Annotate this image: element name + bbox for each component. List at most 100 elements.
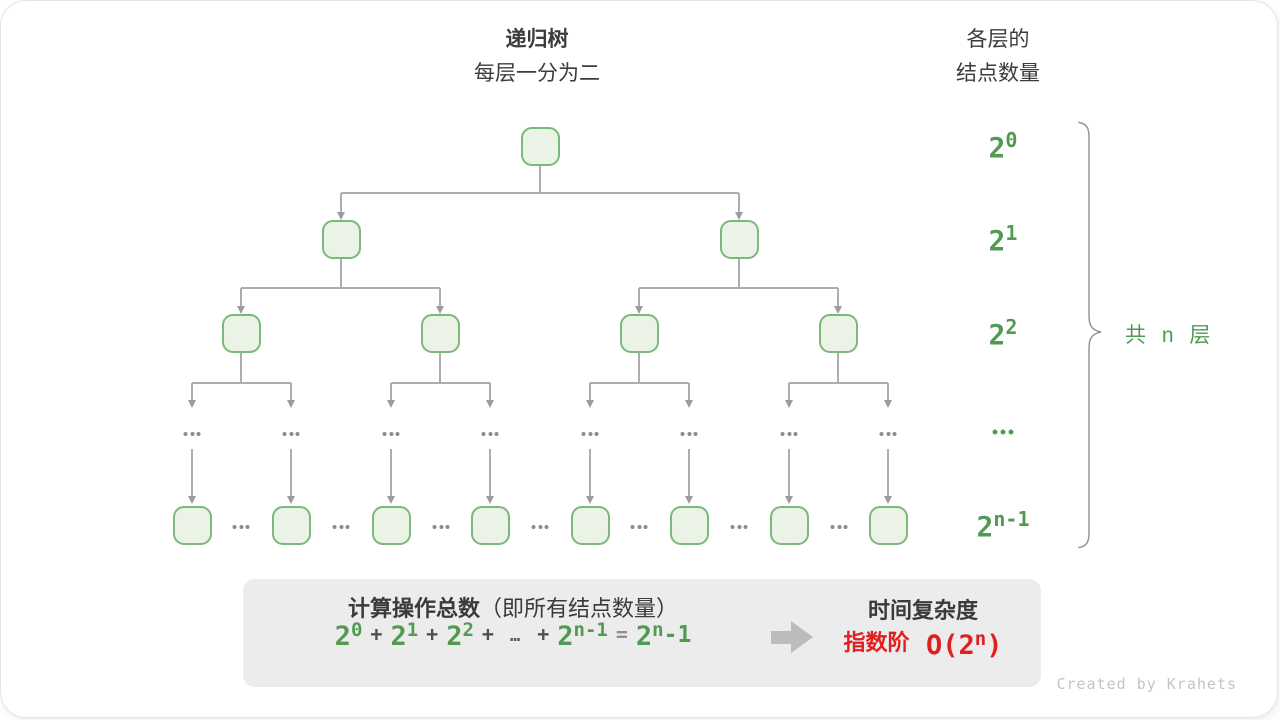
arrow-head [386, 496, 395, 504]
arrow-head [187, 496, 196, 504]
connector-line [589, 383, 591, 401]
ellipsis-dots [992, 429, 1014, 435]
arrow-head [734, 212, 743, 220]
formula-operator: + [370, 622, 383, 646]
tree-node [470, 506, 510, 545]
tree-node [172, 506, 212, 545]
connector-line [788, 383, 790, 401]
formula-term: 2n-1 [557, 619, 608, 652]
connector-line [290, 383, 292, 401]
big-o-notation: O(2n) [925, 628, 1003, 661]
level-count-header-line1: 各层的 [966, 28, 1030, 51]
formula-operator: + [426, 622, 439, 646]
tree-node [371, 506, 411, 545]
complexity-class-label: 指数阶 [843, 630, 910, 655]
connector-line [789, 382, 888, 384]
figure-title: 递归树 [505, 28, 569, 51]
arrow-head [585, 400, 594, 408]
tree-node [868, 506, 908, 545]
connector-line [590, 382, 689, 384]
arrow-head [684, 400, 693, 408]
arrow-head [286, 496, 295, 504]
level-count-label: 21 [988, 221, 1018, 257]
operations-heading-normal: （即所有结点数量） [480, 596, 679, 621]
connector-line [738, 259, 740, 288]
tree-node [221, 314, 261, 353]
connector-line [887, 383, 889, 401]
operations-heading: 计算操作总数（即所有结点数量） [253, 591, 773, 623]
arrow-head [485, 496, 494, 504]
connector-line [738, 193, 740, 213]
connector-line [341, 192, 739, 194]
connector-line [788, 449, 790, 497]
ellipsis-dots [481, 432, 499, 436]
ellipsis-dots [531, 525, 549, 529]
level-count-label: 22 [988, 315, 1018, 351]
ellipsis-dots [830, 525, 848, 529]
connector-line [688, 449, 690, 497]
connector-line [340, 193, 342, 213]
formula-term: 20 [334, 619, 363, 652]
tree-node [818, 314, 858, 353]
level-count-header-line2: 结点数量 [956, 62, 1040, 85]
arrow-head [236, 306, 245, 314]
formula-operator: = [615, 622, 628, 646]
connector-line [887, 449, 889, 497]
ellipsis-dots [879, 432, 897, 436]
connector-line [439, 288, 441, 307]
ellipsis-dots [630, 525, 648, 529]
arrow-head [485, 400, 494, 408]
tree-node [619, 314, 659, 353]
level-count-label: 20 [988, 128, 1018, 164]
connector-line [489, 383, 491, 401]
connector-line [837, 288, 839, 307]
connector-line [688, 383, 690, 401]
tree-node [719, 220, 759, 259]
arrow-head [286, 400, 295, 408]
tree-node [769, 506, 809, 545]
connector-line [638, 288, 640, 307]
level-count-header: 各层的 结点数量 [918, 23, 1078, 91]
tree-node [669, 506, 709, 545]
connector-line [191, 383, 193, 401]
ellipsis-dots [581, 432, 599, 436]
summary-box: 计算操作总数（即所有结点数量） 20 +21 +22 + … +2n-1 = 2n-1 时间复… [243, 579, 1041, 687]
formula-term: 21 [390, 619, 419, 652]
time-complexity-title: 时间复杂度 [867, 598, 978, 623]
connector-line [489, 449, 491, 497]
connector-line [390, 383, 392, 401]
arrow-head [187, 400, 196, 408]
formula-operator: … [509, 626, 522, 646]
tree-node [520, 127, 560, 166]
tree-node [321, 220, 361, 259]
ellipsis-dots [183, 432, 201, 436]
arrow-head [784, 496, 793, 504]
arrow-head [386, 400, 395, 408]
connector-line [539, 166, 541, 193]
arrow-head [634, 306, 643, 314]
sum-formula: 20 +21 +22 + … +2n-1 = 2n-1 [253, 619, 773, 652]
arrow-head [833, 306, 842, 314]
ellipsis-dots [730, 525, 748, 529]
connector-line [638, 353, 640, 383]
tree-node [570, 506, 610, 545]
formula-operator: + [537, 622, 550, 646]
connector-line [192, 382, 291, 384]
arrow-head [336, 212, 345, 220]
formula-operator: + [481, 622, 494, 646]
tree-header: 递归树 每层一分为二 [387, 23, 687, 91]
connector-line [837, 353, 839, 383]
connector-line [639, 287, 838, 289]
ellipsis-dots [432, 525, 450, 529]
arrow-head [883, 496, 892, 504]
formula-term: 22 [446, 619, 474, 652]
connector-line [390, 449, 392, 497]
tree-node [420, 314, 460, 353]
ellipsis-dots [382, 432, 400, 436]
connector-line [391, 382, 490, 384]
connector-line [191, 449, 193, 497]
connector-line [589, 449, 591, 497]
complexity-result: 指数阶 O(2n) [803, 625, 1043, 661]
arrow-head [883, 400, 892, 408]
